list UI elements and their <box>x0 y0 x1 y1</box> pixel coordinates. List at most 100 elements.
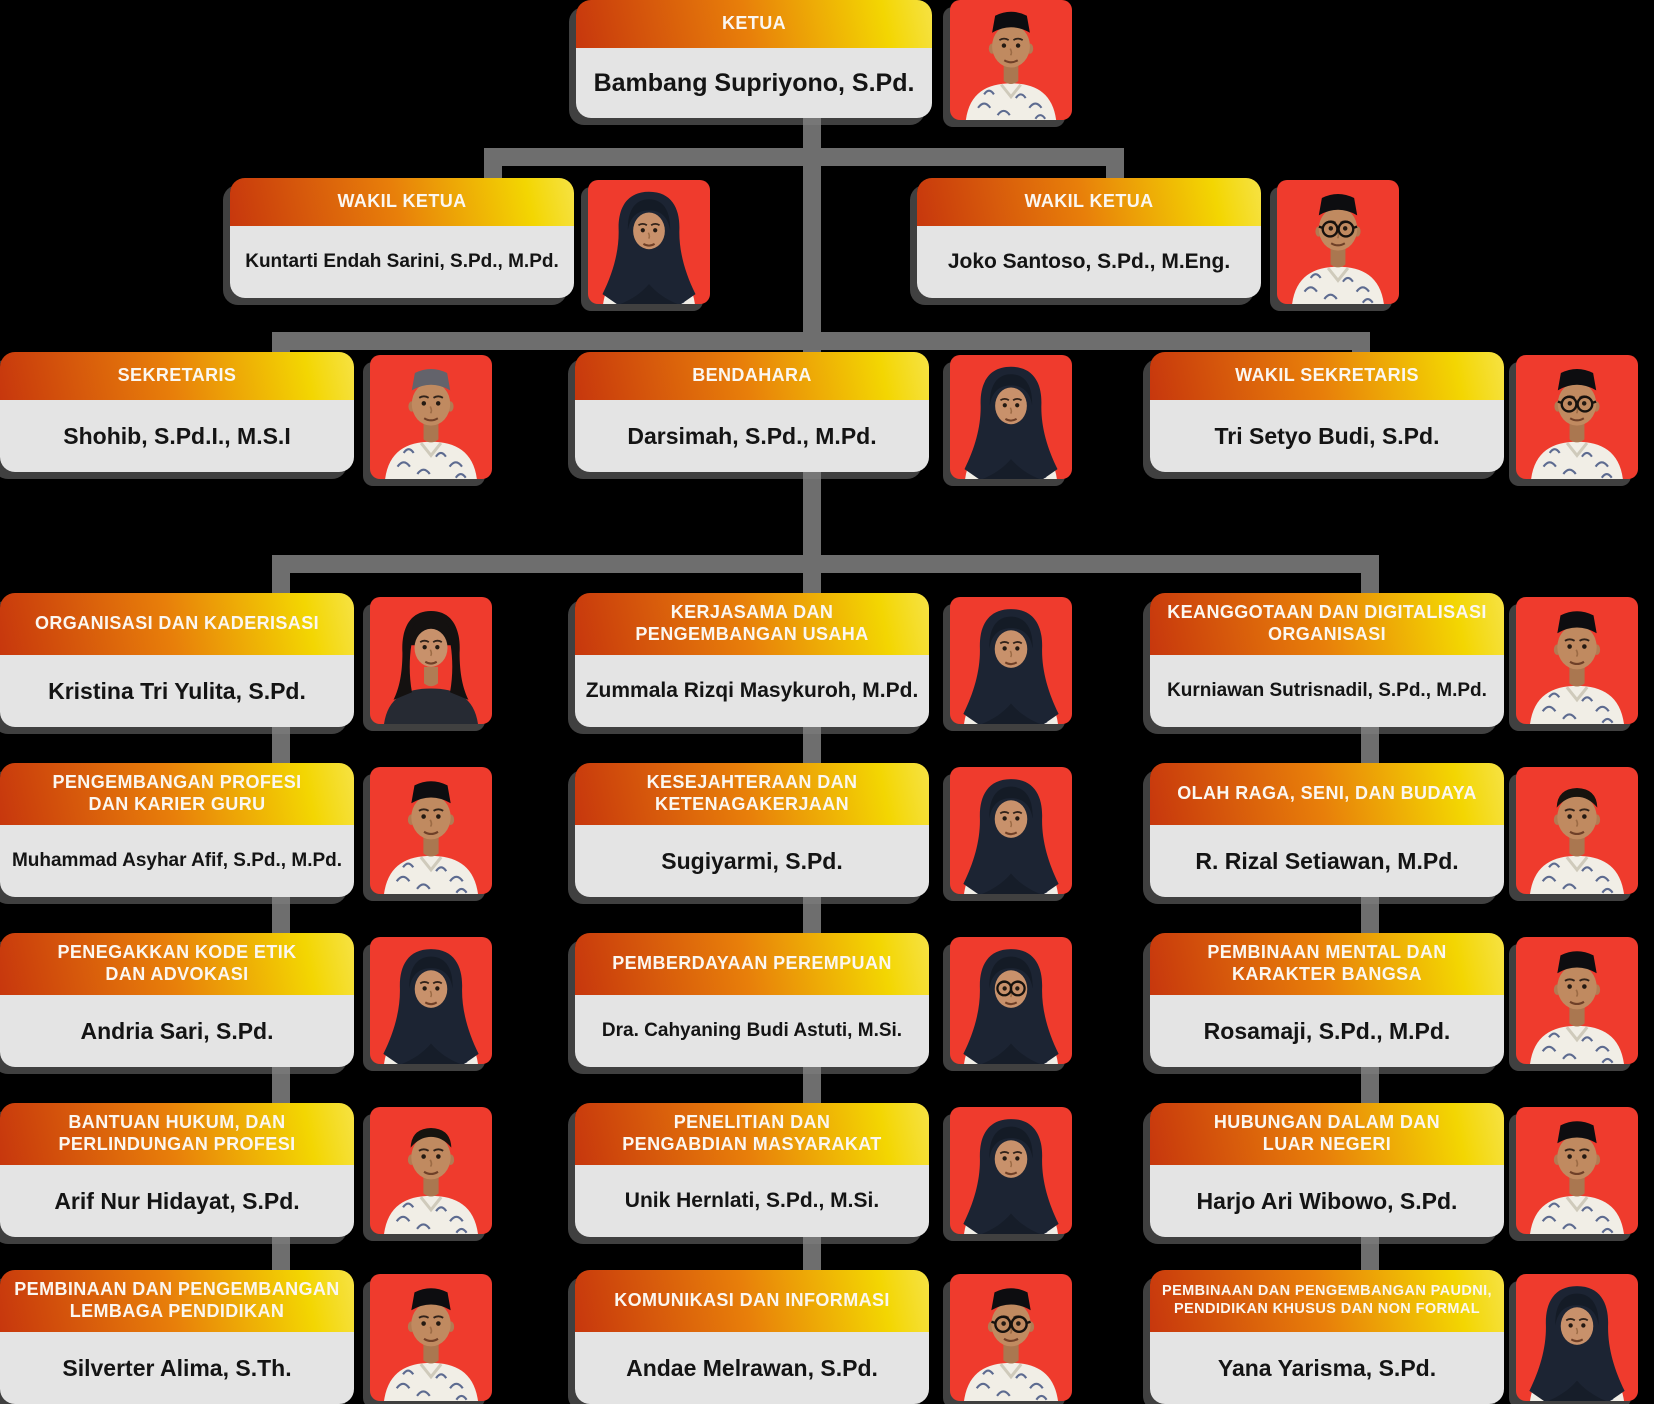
member-photo <box>370 1107 492 1234</box>
person-avatar-icon <box>1516 1107 1638 1234</box>
person-avatar-icon <box>950 937 1072 1064</box>
member-photo <box>370 937 492 1064</box>
role-card: PEMBINAAN MENTAL DAN KARAKTER BANGSA Ros… <box>1150 933 1504 1067</box>
member-photo <box>950 937 1072 1064</box>
role-title: HUBUNGAN DALAM DAN LUAR NEGERI <box>1150 1103 1504 1165</box>
role-card: KETUA Bambang Supriyono, S.Pd. <box>576 0 932 118</box>
role-card: PENGEMBANGAN PROFESI DAN KARIER GURU Muh… <box>0 763 354 897</box>
avatar-use <box>603 192 696 304</box>
avatar-use <box>384 1288 478 1401</box>
role-card: PEMBINAAN DAN PENGEMBANGAN LEMBAGA PENDI… <box>0 1270 354 1404</box>
avatar-use <box>383 949 478 1064</box>
member-photo <box>1516 1107 1638 1234</box>
role-title: PEMBINAAN DAN PENGEMBANGAN LEMBAGA PENDI… <box>0 1270 354 1332</box>
role-card: KOMUNIKASI DAN INFORMASI Andae Melrawan,… <box>575 1270 929 1404</box>
person-avatar-icon <box>1516 767 1638 894</box>
role-card: WAKIL SEKRETARIS Tri Setyo Budi, S.Pd. <box>1150 352 1504 472</box>
member-name: Andria Sari, S.Pd. <box>0 995 354 1067</box>
role-card: WAKIL KETUA Joko Santoso, S.Pd., M.Eng. <box>917 178 1261 298</box>
role-title: PENELITIAN DAN PENGABDIAN MASYARAKAT <box>575 1103 929 1165</box>
avatar-use <box>1292 194 1384 304</box>
role-title: BENDAHARA <box>575 352 929 400</box>
connector-ketua-drop <box>803 106 821 160</box>
avatar-use <box>1531 369 1623 479</box>
member-photo <box>370 355 492 479</box>
member-name: Unik Hernlati, S.Pd., M.Si. <box>575 1165 929 1237</box>
avatar-use <box>1530 611 1624 724</box>
role-card: BANTUAN HUKUM, DAN PERLINDUNGAN PROFESI … <box>0 1103 354 1237</box>
member-name: Silverter Alima, S.Th. <box>0 1332 354 1404</box>
person-avatar-icon <box>370 355 492 479</box>
member-name: Harjo Ari Wibowo, S.Pd. <box>1150 1165 1504 1237</box>
role-title: PEMBINAAN DAN PENGEMBANGAN PAUDNI, PENDI… <box>1150 1270 1504 1332</box>
person-avatar-icon <box>950 0 1072 120</box>
role-title: PENGEMBANGAN PROFESI DAN KARIER GURU <box>0 763 354 825</box>
member-name: Zummala Rizqi Masykuroh, M.Pd. <box>575 655 929 727</box>
person-avatar-icon <box>370 767 492 894</box>
member-photo <box>950 1107 1072 1234</box>
role-title: KETUA <box>576 0 932 48</box>
role-title: SEKRETARIS <box>0 352 354 400</box>
connector-divisions-horizontal <box>272 555 1379 573</box>
person-avatar-icon <box>950 355 1072 479</box>
person-avatar-icon <box>370 937 492 1064</box>
avatar-use <box>1530 788 1624 894</box>
member-name: Joko Santoso, S.Pd., M.Eng. <box>917 226 1261 298</box>
role-card: OLAH RAGA, SENI, DAN BUDAYA R. Rizal Set… <box>1150 763 1504 897</box>
person-avatar-icon <box>1516 1274 1638 1401</box>
connector-center-vertical-1 <box>803 148 821 350</box>
member-name: Bambang Supriyono, S.Pd. <box>576 48 932 118</box>
member-name: Dra. Cahyaning Budi Astuti, M.Si. <box>575 995 929 1067</box>
role-title: PENEGAKKAN KODE ETIK DAN ADVOKASI <box>0 933 354 995</box>
person-avatar-icon <box>382 609 480 724</box>
member-name: Kuntarti Endah Sarini, S.Pd., M.Pd. <box>230 226 574 298</box>
avatar-use <box>963 779 1058 894</box>
avatar-use <box>963 1119 1058 1234</box>
avatar-use <box>385 369 477 479</box>
member-name: Kristina Tri Yulita, S.Pd. <box>0 655 354 727</box>
avatar-use <box>963 609 1058 724</box>
avatar-use <box>382 609 480 724</box>
member-photo <box>1516 597 1638 724</box>
role-card: ORGANISASI DAN KADERISASI Kristina Tri Y… <box>0 593 354 727</box>
role-title: OLAH RAGA, SENI, DAN BUDAYA <box>1150 763 1504 825</box>
role-title: WAKIL SEKRETARIS <box>1150 352 1504 400</box>
role-card: KERJASAMA DAN PENGEMBANGAN USAHA Zummala… <box>575 593 929 727</box>
person-avatar-icon <box>950 597 1072 724</box>
member-photo <box>1277 180 1399 304</box>
role-card: KESEJAHTERAAN DAN KETENAGAKERJAAN Sugiya… <box>575 763 929 897</box>
avatar-use <box>1530 1121 1624 1234</box>
role-card: KEANGGOTAAN DAN DIGITALISASI ORGANISASI … <box>1150 593 1504 727</box>
role-title: KEANGGOTAAN DAN DIGITALISASI ORGANISASI <box>1150 593 1504 655</box>
avatar-use <box>1529 1286 1624 1401</box>
member-name: R. Rizal Setiawan, M.Pd. <box>1150 825 1504 897</box>
member-photo <box>950 597 1072 724</box>
person-avatar-icon <box>1277 180 1399 304</box>
member-name: Tri Setyo Budi, S.Pd. <box>1150 400 1504 472</box>
avatar-use <box>966 12 1056 120</box>
avatar-use <box>965 367 1058 479</box>
member-photo <box>950 767 1072 894</box>
role-title: KESEJAHTERAAN DAN KETENAGAKERJAAN <box>575 763 929 825</box>
avatar-use <box>1530 951 1624 1064</box>
member-photo <box>1516 767 1638 894</box>
person-avatar-icon <box>370 1107 492 1234</box>
person-avatar-icon <box>950 767 1072 894</box>
member-photo <box>1516 1274 1638 1401</box>
person-avatar-icon <box>1516 597 1638 724</box>
member-photo <box>370 767 492 894</box>
member-name: Rosamaji, S.Pd., M.Pd. <box>1150 995 1504 1067</box>
role-card: PEMBINAAN DAN PENGEMBANGAN PAUDNI, PENDI… <box>1150 1270 1504 1404</box>
role-title: PEMBERDAYAAN PEREMPUAN <box>575 933 929 995</box>
member-name: Yana Yarisma, S.Pd. <box>1150 1332 1504 1404</box>
member-photo <box>950 0 1072 120</box>
member-name: Shohib, S.Pd.I., M.S.I <box>0 400 354 472</box>
role-card: PEMBERDAYAAN PEREMPUAN Dra. Cahyaning Bu… <box>575 933 929 1067</box>
member-photo <box>588 180 710 304</box>
member-name: Muhammad Asyhar Afif, S.Pd., M.Pd. <box>0 825 354 897</box>
member-photo <box>370 597 492 724</box>
member-name: Sugiyarmi, S.Pd. <box>575 825 929 897</box>
connector-center-vertical-2 <box>803 468 821 573</box>
member-name: Kurniawan Sutrisnadil, S.Pd., M.Pd. <box>1150 655 1504 727</box>
